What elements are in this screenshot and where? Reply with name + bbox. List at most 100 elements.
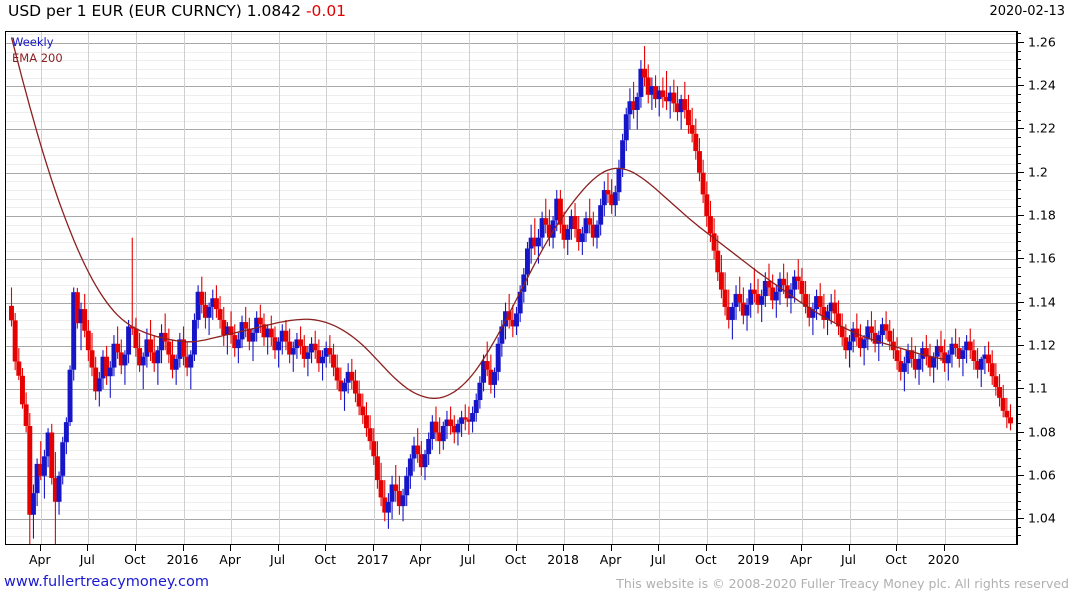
candle-body: [868, 326, 874, 333]
candle-body: [550, 220, 556, 238]
gridline-minor: [6, 337, 1016, 339]
candle-body: [82, 309, 88, 331]
y-axis-tick: [1017, 223, 1021, 225]
gridline-major: [6, 389, 1016, 391]
candle-body: [170, 354, 175, 370]
candle-body: [788, 289, 794, 299]
x-axis-tick: [896, 545, 898, 551]
candle-body: [971, 350, 977, 362]
candle-body: [16, 361, 22, 376]
candle-body: [140, 356, 146, 366]
candle-body: [806, 306, 812, 318]
y-axis-tick: [1017, 388, 1024, 390]
candle-body: [810, 309, 816, 318]
candle-body: [162, 332, 168, 342]
y-axis-tick: [1017, 362, 1021, 364]
x-axis-label: 2018: [547, 552, 579, 567]
candle-body: [199, 291, 205, 305]
candle-body: [440, 426, 446, 442]
candle-body: [942, 352, 948, 364]
y-axis-label: 1.06: [1028, 467, 1056, 483]
candle-body: [301, 345, 307, 359]
candle-body: [30, 493, 36, 515]
candle-body: [338, 380, 344, 392]
candle-body: [473, 400, 479, 414]
gridline-major: [6, 519, 1016, 521]
candle-body: [572, 216, 578, 230]
candle-body: [93, 367, 99, 392]
candle-body: [916, 358, 922, 370]
candle-body: [689, 125, 695, 134]
x-axis-tick: [515, 545, 517, 551]
x-axis-tick: [658, 545, 660, 551]
candle-body: [323, 348, 329, 357]
y-axis-tick: [1017, 370, 1021, 372]
candle-body: [217, 309, 223, 320]
candle-body: [1008, 417, 1013, 424]
candle-body: [265, 328, 271, 338]
candle-body: [166, 341, 172, 355]
gridline-minor: [6, 51, 1016, 53]
candle-body: [235, 339, 241, 349]
gridline-minor: [6, 501, 1016, 503]
gridline-minor: [6, 467, 1016, 469]
y-axis-line: [1017, 31, 1018, 545]
y-axis-label: 1.22: [1028, 120, 1056, 136]
candle-body: [148, 339, 154, 353]
candle-body: [27, 426, 33, 515]
y-axis-tick: [1017, 431, 1024, 433]
candle-body: [34, 463, 40, 494]
candle-body: [700, 172, 706, 195]
plot-area[interactable]: Weekly EMA 200: [5, 31, 1017, 545]
x-axis-label: 2017: [356, 552, 389, 567]
copyright-notice: This website is © 2008-2020 Fuller Treac…: [616, 576, 1069, 591]
x-axis-label: Oct: [504, 552, 527, 567]
gridline-minor: [6, 380, 1016, 382]
candle-body: [243, 322, 249, 329]
gridline-minor: [6, 415, 1016, 417]
y-axis-tick: [1017, 275, 1021, 277]
candle-body: [656, 90, 662, 100]
candle-body: [477, 382, 483, 401]
candle-body: [374, 456, 380, 481]
candle-body: [144, 339, 150, 357]
y-axis-tick: [1017, 76, 1021, 78]
candle-body: [104, 356, 110, 377]
y-axis-tick: [1017, 518, 1024, 520]
candle-body: [590, 224, 596, 238]
y-axis: 1.26 1.24 1.22 1.2 1.18 1.16 1.14 1.12 1.1 1.08 1.…: [1017, 31, 1075, 545]
site-url[interactable]: www.fullertreacymoney.com: [4, 574, 209, 590]
y-axis-tick: [1017, 301, 1024, 303]
candle-body: [495, 343, 501, 372]
gridline-minor: [6, 242, 1016, 243]
y-axis-tick: [1017, 215, 1024, 216]
gridline-minor: [6, 250, 1016, 252]
y-axis-tick: [1017, 284, 1021, 286]
candle-body: [686, 109, 691, 126]
y-axis-tick: [1017, 189, 1021, 190]
candle-body: [817, 296, 823, 307]
candle-body: [228, 326, 234, 336]
candle-body: [137, 348, 143, 366]
candle-body: [320, 356, 326, 364]
candle-body: [579, 233, 585, 242]
y-axis-tick: [1017, 336, 1021, 338]
candle-body: [722, 289, 728, 307]
candle-body: [781, 278, 787, 286]
y-axis-tick: [1017, 137, 1021, 139]
gridline-minor: [6, 77, 1016, 79]
y-axis-label: 1.08: [1028, 424, 1056, 439]
candle-body: [111, 343, 117, 368]
candle-body: [645, 77, 651, 95]
candle-body: [411, 445, 417, 459]
gridline-minor: [6, 60, 1016, 62]
candle-body: [894, 350, 900, 362]
gridline-vertical: [897, 32, 899, 544]
candle-body: [484, 361, 490, 370]
candle-body: [766, 280, 772, 288]
candle-body: [305, 352, 311, 359]
candle-body: [737, 293, 743, 303]
candle-body: [927, 356, 933, 368]
gridline-minor: [6, 484, 1016, 486]
candle-body: [1004, 410, 1010, 418]
